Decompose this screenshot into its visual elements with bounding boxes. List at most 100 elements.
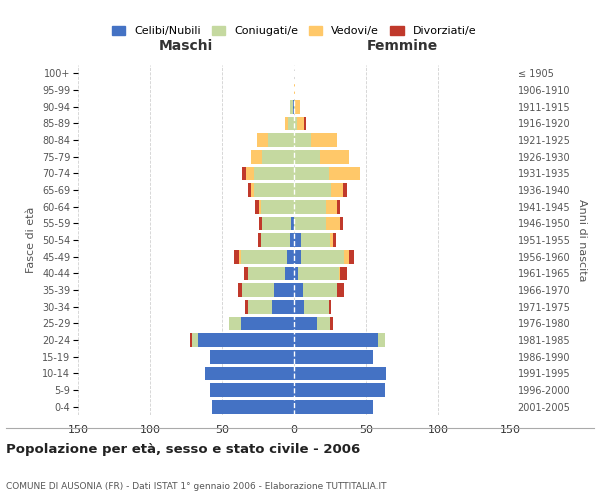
Bar [286,116,288,130]
Bar [251,183,254,197]
Bar [294,166,329,180]
Bar [294,233,301,247]
Bar [340,216,343,230]
Bar [290,100,293,114]
Bar [274,283,294,297]
Bar [349,250,355,264]
Bar [377,333,385,347]
Bar [293,100,294,114]
Bar [301,250,344,264]
Text: COMUNE DI AUSONIA (FR) - Dati ISTAT 1° gennaio 2006 - Elaborazione TUTTITALIA.IT: COMUNE DI AUSONIA (FR) - Dati ISTAT 1° g… [6,482,386,491]
Bar [320,150,349,164]
Bar [304,116,305,130]
Bar [294,183,331,197]
Bar [326,216,340,230]
Bar [254,166,294,180]
Bar [298,266,338,280]
Bar [329,166,360,180]
Bar [343,183,347,197]
Bar [294,316,317,330]
Bar [304,300,329,314]
Bar [333,233,336,247]
Legend: Celibi/Nubili, Coniugati/e, Vedovi/e, Divorziati/e: Celibi/Nubili, Coniugati/e, Vedovi/e, Di… [107,22,481,41]
Bar [301,233,330,247]
Bar [245,300,248,314]
Bar [331,183,343,197]
Bar [229,316,241,330]
Bar [244,266,248,280]
Bar [212,400,294,413]
Bar [294,83,295,97]
Bar [239,250,241,264]
Bar [242,283,274,297]
Bar [241,250,287,264]
Bar [248,183,251,197]
Bar [248,266,286,280]
Bar [205,366,294,380]
Bar [233,250,239,264]
Bar [251,150,262,164]
Bar [294,250,301,264]
Bar [286,266,294,280]
Bar [294,400,373,413]
Bar [238,283,242,297]
Bar [311,133,337,147]
Bar [294,133,311,147]
Bar [272,300,294,314]
Bar [247,166,254,180]
Bar [259,200,261,213]
Bar [344,250,349,264]
Y-axis label: Fasce di età: Fasce di età [26,207,37,273]
Bar [255,200,259,213]
Bar [287,250,294,264]
Bar [317,316,330,330]
Bar [268,133,294,147]
Bar [294,100,295,114]
Bar [261,233,290,247]
Bar [330,233,333,247]
Bar [294,350,373,364]
Bar [294,283,302,297]
Text: Popolazione per età, sesso e stato civile - 2006: Popolazione per età, sesso e stato civil… [6,442,360,456]
Bar [242,166,247,180]
Bar [259,216,262,230]
Bar [261,200,294,213]
Bar [297,116,304,130]
Bar [294,333,377,347]
Bar [294,266,298,280]
Bar [302,283,337,297]
Bar [330,316,333,330]
Bar [294,366,386,380]
Bar [257,133,268,147]
Bar [254,183,294,197]
Bar [197,333,294,347]
Bar [290,233,294,247]
Bar [291,216,294,230]
Bar [294,200,326,213]
Bar [294,116,297,130]
Bar [337,200,340,213]
Bar [338,266,340,280]
Y-axis label: Anni di nascita: Anni di nascita [577,198,587,281]
Bar [241,316,294,330]
Bar [329,300,331,314]
Bar [190,333,192,347]
Bar [294,150,320,164]
Bar [192,333,197,347]
Bar [295,100,300,114]
Bar [326,200,337,213]
Bar [294,216,326,230]
Bar [294,300,304,314]
Bar [248,300,272,314]
Text: Maschi: Maschi [159,40,213,54]
Bar [340,266,347,280]
Bar [288,116,294,130]
Bar [262,216,291,230]
Text: Femmine: Femmine [367,40,437,54]
Bar [211,383,294,397]
Bar [262,150,294,164]
Bar [211,350,294,364]
Bar [258,233,261,247]
Bar [337,283,344,297]
Bar [294,383,385,397]
